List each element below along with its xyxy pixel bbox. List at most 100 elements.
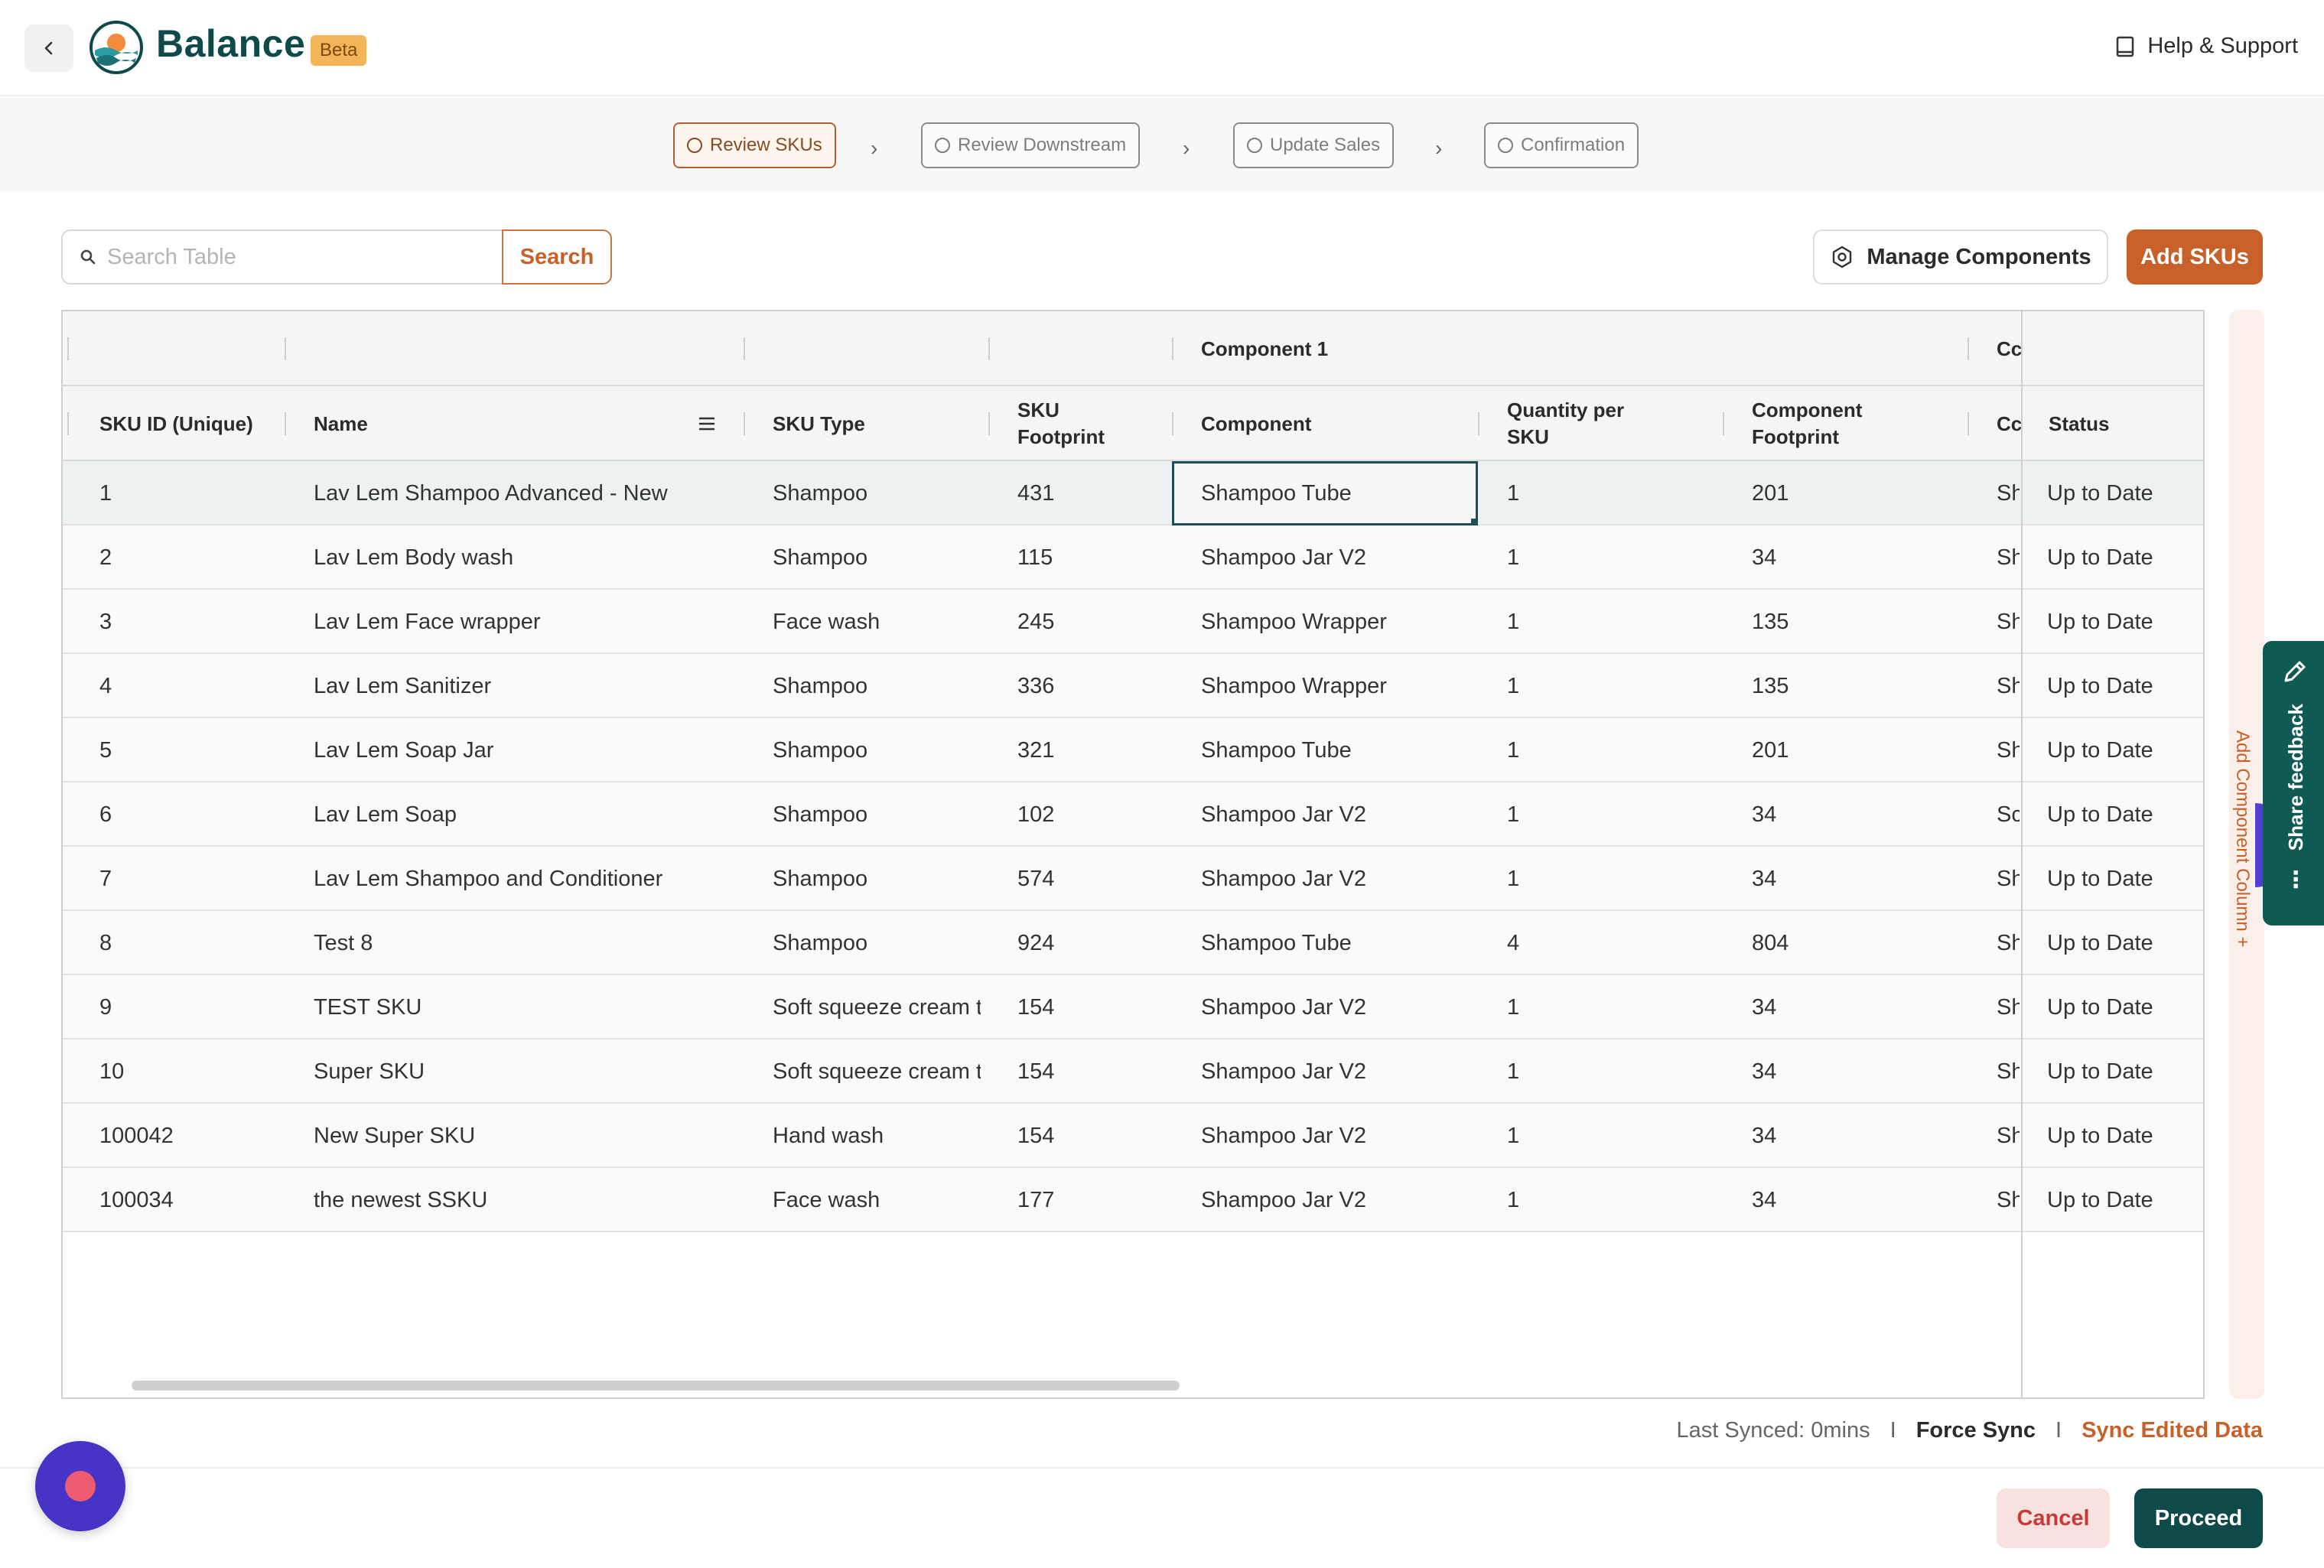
cell-quantity[interactable]: 1	[1507, 1123, 1520, 1148]
cell-component[interactable]: Shampoo Tube	[1201, 930, 1352, 955]
cell-name[interactable]: Lav Lem Sanitizer	[314, 673, 492, 698]
cell-sku-footprint[interactable]: 177	[1017, 1187, 1055, 1212]
cell-sku-type[interactable]: Shampoo	[773, 930, 868, 955]
cell-name[interactable]: Test 8	[314, 930, 373, 955]
column-header-next-component[interactable]: Cc	[1997, 412, 2023, 435]
cell-status[interactable]: Up to Date	[2047, 866, 2153, 891]
help-support-link[interactable]: Help & Support	[2114, 34, 2298, 59]
cell-sku-id[interactable]: 5	[99, 737, 112, 763]
table-row[interactable]: 10 Super SKU Soft squeeze cream tube 154 Sha…	[63, 1039, 2203, 1104]
cell-next-component[interactable]: Sh	[1997, 1187, 2020, 1212]
cell-name[interactable]: TEST SKU	[314, 994, 422, 1020]
cell-component-footprint[interactable]: 34	[1752, 866, 1777, 891]
column-header-component-footprint[interactable]: Component Footprint	[1752, 399, 1863, 448]
cell-sku-id[interactable]: 10	[99, 1059, 125, 1084]
cell-sku-footprint[interactable]: 574	[1017, 866, 1055, 891]
search-button[interactable]: Search	[502, 229, 612, 285]
cell-sku-footprint[interactable]: 154	[1017, 994, 1055, 1020]
cell-sku-footprint[interactable]: 154	[1017, 1059, 1055, 1084]
cell-status[interactable]: Up to Date	[2047, 802, 2153, 827]
cell-name[interactable]: the newest SSKU	[314, 1187, 488, 1212]
cell-sku-type[interactable]: Shampoo	[773, 545, 868, 570]
cell-next-component[interactable]: Sh	[1997, 673, 2020, 698]
cell-sku-type[interactable]: Shampoo	[773, 866, 868, 891]
table-row[interactable]: 100034 the newest SSKU Face wash 177 Shampoo…	[63, 1168, 2203, 1232]
search-field[interactable]	[61, 229, 505, 285]
cell-sku-type[interactable]: Hand wash	[773, 1123, 884, 1148]
cell-quantity[interactable]: 4	[1507, 930, 1520, 955]
cell-status[interactable]: Up to Date	[2047, 1059, 2153, 1084]
column-header-quantity[interactable]: Quantity per SKU	[1507, 399, 1625, 448]
cell-sku-footprint[interactable]: 924	[1017, 930, 1055, 955]
cell-component-footprint[interactable]: 804	[1752, 930, 1789, 955]
cell-status[interactable]: Up to Date	[2047, 737, 2153, 763]
add-component-column-label[interactable]: Add Component Column +	[2232, 730, 2253, 948]
table-row[interactable]: 2 Lav Lem Body wash Shampoo 115 Shampoo Jar …	[63, 525, 2203, 590]
column-header-sku-footprint[interactable]: SKU Footprint	[1017, 399, 1105, 448]
cell-quantity[interactable]: 1	[1507, 1187, 1520, 1212]
cell-status[interactable]: Up to Date	[2047, 609, 2153, 634]
add-skus-button[interactable]: Add SKUs	[2127, 229, 2263, 285]
column-header-name[interactable]: Name	[314, 412, 368, 435]
cell-component[interactable]: Shampoo Jar V2	[1201, 1123, 1367, 1148]
cell-next-component[interactable]: Sh	[1997, 737, 2020, 763]
cell-component[interactable]: Shampoo Tube	[1201, 737, 1352, 763]
search-input[interactable]	[107, 244, 474, 270]
step-update-sales[interactable]: Update Sales	[1233, 122, 1395, 168]
cell-component[interactable]: Shampoo Wrapper	[1201, 609, 1387, 634]
cell-status[interactable]: Up to Date	[2047, 545, 2153, 570]
manage-components-button[interactable]: Manage Components	[1813, 229, 2108, 285]
cell-sku-id[interactable]: 100034	[99, 1187, 174, 1212]
cell-quantity[interactable]: 1	[1507, 1059, 1520, 1084]
step-review-downstream[interactable]: Review Downstream	[921, 122, 1141, 168]
cell-name[interactable]: Lav Lem Face wrapper	[314, 609, 541, 634]
cell-component[interactable]: Shampoo Jar V2	[1201, 802, 1367, 827]
cell-sku-type[interactable]: Face wash	[773, 1187, 880, 1212]
cell-name[interactable]: Lav Lem Body wash	[314, 545, 514, 570]
cell-sku-id[interactable]: 6	[99, 802, 112, 827]
table-row[interactable]: 6 Lav Lem Soap Shampoo 102 Shampoo Jar V2 1 34…	[63, 782, 2203, 847]
cell-next-component[interactable]: Sh	[1997, 930, 2020, 955]
table-row[interactable]: 9 TEST SKU Soft squeeze cream tube 154 Shamp…	[63, 975, 2203, 1039]
cell-component[interactable]: Shampoo Jar V2	[1201, 1187, 1367, 1212]
cell-name[interactable]: Super SKU	[314, 1059, 425, 1084]
column-header-sku-id[interactable]: SKU ID (Unique)	[99, 412, 253, 435]
cell-sku-footprint[interactable]: 245	[1017, 609, 1055, 634]
horizontal-scrollbar[interactable]	[132, 1381, 1180, 1391]
table-row[interactable]: 4 Lav Lem Sanitizer Shampoo 336 Shampoo Wrap…	[63, 654, 2203, 718]
column-header-status[interactable]: Status	[2049, 412, 2110, 435]
table-row[interactable]: 3 Lav Lem Face wrapper Face wash 245 Shampoo…	[63, 590, 2203, 654]
cell-component[interactable]: Shampoo Jar V2	[1201, 545, 1367, 570]
cell-sku-footprint[interactable]: 154	[1017, 1123, 1055, 1148]
proceed-button[interactable]: Proceed	[2134, 1488, 2263, 1548]
cell-component-footprint[interactable]: 34	[1752, 1059, 1777, 1084]
column-header-sku-type[interactable]: SKU Type	[773, 412, 865, 435]
cell-sku-type[interactable]: Shampoo	[773, 737, 868, 763]
fill-handle[interactable]	[1471, 519, 1478, 525]
cell-sku-id[interactable]: 9	[99, 994, 112, 1020]
cell-component-footprint[interactable]: 201	[1752, 480, 1789, 506]
cell-status[interactable]: Up to Date	[2047, 1187, 2153, 1212]
cell-component-footprint[interactable]: 34	[1752, 545, 1777, 570]
back-button[interactable]	[24, 24, 73, 72]
cell-status[interactable]: Up to Date	[2047, 673, 2153, 698]
cell-sku-type[interactable]: Shampoo	[773, 480, 868, 506]
cell-sku-id[interactable]: 8	[99, 930, 112, 955]
cell-quantity[interactable]: 1	[1507, 480, 1520, 506]
cell-component-footprint[interactable]: 201	[1752, 737, 1789, 763]
cell-name[interactable]: Lav Lem Shampoo and Conditioner	[314, 866, 663, 891]
cell-next-component[interactable]: Sh	[1997, 545, 2020, 570]
cell-quantity[interactable]: 1	[1507, 866, 1520, 891]
cell-status[interactable]: Up to Date	[2047, 930, 2153, 955]
share-feedback-tab[interactable]: ⋮	[2263, 641, 2324, 926]
more-dots-icon[interactable]: ⋮	[2284, 867, 2307, 893]
cell-sku-footprint[interactable]: 321	[1017, 737, 1055, 763]
table-row[interactable]: 7 Lav Lem Shampoo and Conditioner Shampoo 5…	[63, 847, 2203, 911]
cell-sku-footprint[interactable]: 102	[1017, 802, 1055, 827]
cell-quantity[interactable]: 1	[1507, 609, 1520, 634]
cell-component[interactable]: Shampoo Jar V2	[1201, 994, 1367, 1020]
cell-name[interactable]: Lav Lem Soap Jar	[314, 737, 494, 763]
cell-quantity[interactable]: 1	[1507, 994, 1520, 1020]
cell-component-footprint[interactable]: 34	[1752, 1123, 1777, 1148]
cell-sku-type[interactable]: Soft squeeze cream tube	[773, 994, 981, 1020]
